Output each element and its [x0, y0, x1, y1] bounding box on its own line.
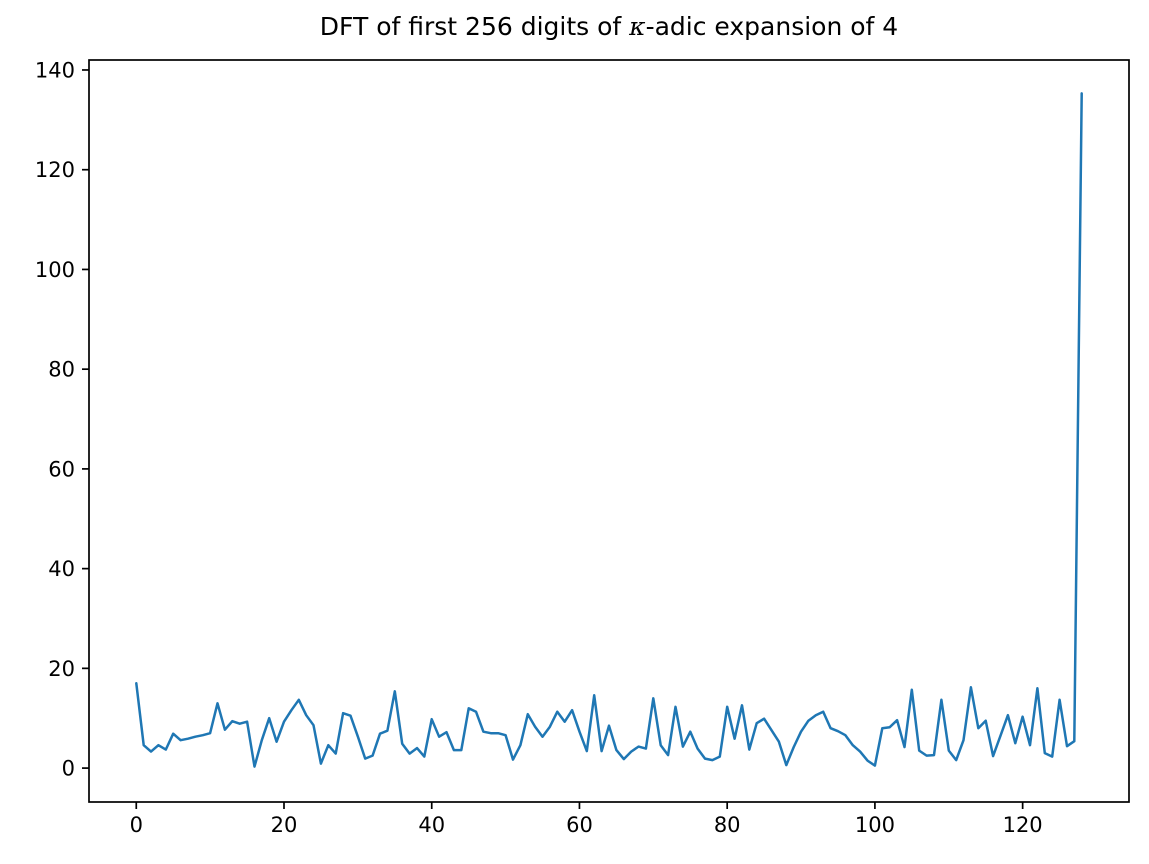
y-tick-label: 0	[62, 757, 75, 781]
data-line	[135, 92, 1083, 768]
x-tick-label: 60	[566, 813, 593, 837]
chart-title-kappa: κ	[629, 12, 646, 41]
chart-title: DFT of first 256 digits of κ-adic expans…	[89, 12, 1129, 41]
y-tick-label: 20	[48, 657, 75, 681]
x-tick-label: 0	[130, 813, 143, 837]
y-tick-label: 100	[35, 258, 75, 282]
x-tick-label: 80	[714, 813, 741, 837]
y-tick-label: 120	[35, 158, 75, 182]
x-tick-label: 20	[271, 813, 298, 837]
y-tick-label: 140	[35, 58, 75, 82]
x-tick-label: 120	[1003, 813, 1043, 837]
chart-title-prefix: DFT of first 256 digits of	[319, 12, 630, 41]
y-tick-label: 40	[48, 557, 75, 581]
x-tick-label: 40	[418, 813, 445, 837]
y-tick-label: 80	[48, 358, 75, 382]
chart-title-suffix: -adic expansion of 4	[645, 12, 899, 41]
y-tick-label: 60	[48, 457, 75, 481]
axes-spines	[88, 59, 1130, 803]
x-tick-label: 100	[855, 813, 895, 837]
